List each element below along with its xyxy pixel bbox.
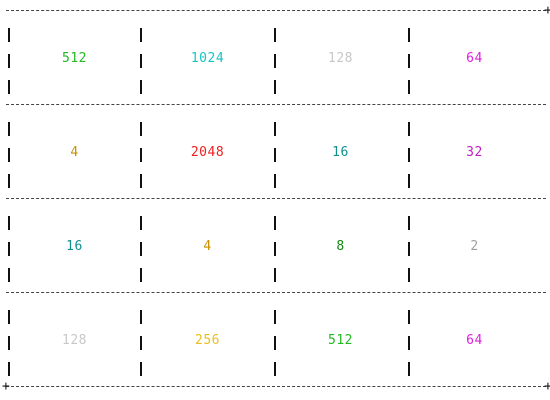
column-separator bbox=[274, 216, 276, 230]
column-separator bbox=[408, 310, 410, 324]
column-separator bbox=[8, 174, 10, 188]
row-separator bbox=[6, 104, 546, 105]
column-separator bbox=[274, 148, 276, 162]
column-separator bbox=[8, 80, 10, 94]
column-separator bbox=[408, 148, 410, 162]
tile-3-2: 512 bbox=[328, 332, 353, 348]
tile-1-3: 32 bbox=[466, 144, 483, 160]
column-separator bbox=[8, 28, 10, 42]
column-separator bbox=[8, 268, 10, 282]
tile-3-3: 64 bbox=[466, 332, 483, 348]
board-corner: + bbox=[544, 379, 550, 394]
row-separator bbox=[6, 292, 546, 293]
column-separator bbox=[140, 28, 142, 42]
column-separator bbox=[408, 54, 410, 68]
tile-0-0: 512 bbox=[62, 50, 87, 66]
tile-1-0: 4 bbox=[70, 144, 79, 160]
column-separator bbox=[140, 242, 142, 256]
column-separator bbox=[408, 362, 410, 376]
tile-2-2: 8 bbox=[336, 238, 345, 254]
column-separator bbox=[8, 242, 10, 256]
column-separator bbox=[274, 362, 276, 376]
column-separator bbox=[140, 362, 142, 376]
tile-3-0: 128 bbox=[62, 332, 87, 348]
column-separator bbox=[274, 122, 276, 136]
board-corner: + bbox=[544, 3, 550, 18]
tile-2-3: 2 bbox=[470, 238, 479, 254]
column-separator bbox=[408, 336, 410, 350]
column-separator bbox=[8, 54, 10, 68]
column-separator bbox=[274, 268, 276, 282]
tile-0-2: 128 bbox=[328, 50, 353, 66]
board-corner: + bbox=[2, 379, 10, 394]
tile-3-1: 256 bbox=[195, 332, 220, 348]
column-separator bbox=[140, 268, 142, 282]
row-separator bbox=[6, 386, 546, 387]
column-separator bbox=[140, 122, 142, 136]
column-separator bbox=[140, 80, 142, 94]
column-separator bbox=[408, 216, 410, 230]
column-separator bbox=[8, 362, 10, 376]
column-separator bbox=[408, 28, 410, 42]
column-separator bbox=[8, 148, 10, 162]
column-separator bbox=[274, 242, 276, 256]
column-separator bbox=[408, 242, 410, 256]
column-separator bbox=[408, 268, 410, 282]
column-separator bbox=[408, 122, 410, 136]
tile-0-1: 1024 bbox=[190, 50, 225, 66]
column-separator bbox=[408, 174, 410, 188]
tile-1-1: 2048 bbox=[190, 144, 225, 160]
column-separator bbox=[274, 310, 276, 324]
column-separator bbox=[8, 216, 10, 230]
column-separator bbox=[8, 122, 10, 136]
column-separator bbox=[140, 336, 142, 350]
tile-2-1: 4 bbox=[203, 238, 212, 254]
column-separator bbox=[140, 54, 142, 68]
row-separator bbox=[6, 10, 546, 11]
column-separator bbox=[140, 310, 142, 324]
column-separator bbox=[408, 80, 410, 94]
column-separator bbox=[140, 216, 142, 230]
column-separator bbox=[274, 80, 276, 94]
column-separator bbox=[274, 28, 276, 42]
tile-0-3: 64 bbox=[466, 50, 483, 66]
column-separator bbox=[274, 54, 276, 68]
tile-2-0: 16 bbox=[66, 238, 83, 254]
column-separator bbox=[274, 174, 276, 188]
tile-1-2: 16 bbox=[332, 144, 349, 160]
row-separator bbox=[6, 198, 546, 199]
column-separator bbox=[140, 148, 142, 162]
column-separator bbox=[274, 336, 276, 350]
column-separator bbox=[140, 174, 142, 188]
column-separator bbox=[8, 310, 10, 324]
column-separator bbox=[8, 336, 10, 350]
